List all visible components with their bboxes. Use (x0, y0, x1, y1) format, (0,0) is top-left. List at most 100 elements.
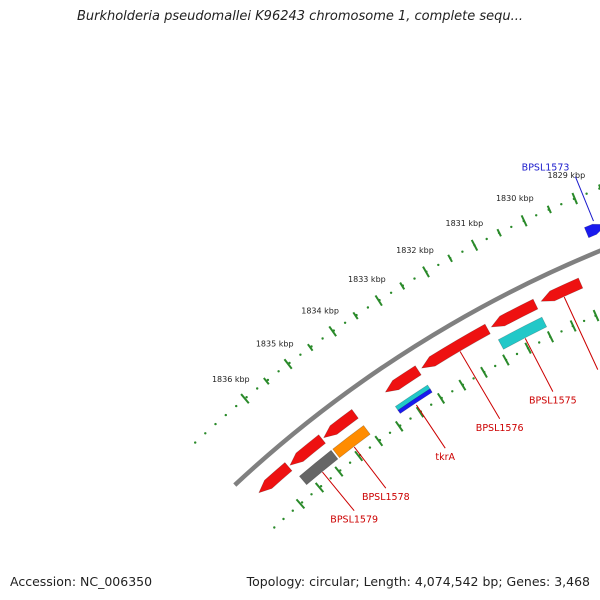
gene-label-leader (524, 338, 554, 392)
inner-track-tick (374, 435, 384, 447)
inner-track-dot (582, 319, 586, 323)
gene-bpsl1579-band[interactable] (298, 449, 339, 486)
inner-track-dot (329, 477, 332, 480)
scale-tick-label: 1831 kbp (445, 219, 483, 228)
scale-minor-tick (352, 311, 359, 320)
gene-label-leader (574, 176, 594, 222)
outer-track-dot (235, 404, 238, 408)
outer-track-dot (437, 263, 440, 267)
scale-tick (470, 239, 479, 252)
outer-track-dot (366, 306, 370, 309)
inner-track-dot (273, 526, 276, 529)
scale-tick-label: 1833 kbp (348, 275, 386, 284)
gene-tkra-arrow[interactable] (384, 365, 422, 393)
scale-tick-label: 1830 kbp (496, 194, 534, 203)
scale-tick-label: 1836 kbp (212, 375, 250, 384)
gene-label-tkra: tkrA (435, 452, 455, 463)
scale-minor-tick (598, 184, 600, 190)
scale-tick (571, 192, 578, 205)
scale-tick (422, 266, 430, 278)
inner-track-dot (348, 461, 352, 464)
outer-track-dot (321, 337, 324, 340)
gene-bpsl1579-arrow[interactable] (289, 434, 326, 466)
inner-track-dot (388, 431, 392, 434)
scale-tick (283, 358, 293, 370)
inner-track-dot (472, 377, 475, 380)
gene-labels: BPSL1571BPSL1573BPSL1572BPSL1574BPSL1575… (322, 163, 599, 526)
outer-track-dot (299, 353, 302, 356)
gene-label-leader (322, 471, 355, 512)
gene-bpsl1575-band[interactable] (497, 316, 548, 350)
inner-track-tick (314, 482, 325, 493)
outer-track-dot (204, 432, 207, 435)
inner-track-dot (282, 517, 285, 521)
gene-bpsl1573-arrow[interactable] (584, 223, 600, 239)
outer-track-dot (560, 203, 563, 206)
outer-track-dot (266, 378, 270, 382)
inner-track-tick (295, 498, 306, 510)
gene-label-bpsl1576: BPSL1576 (476, 423, 524, 434)
inner-track-tick (436, 392, 446, 405)
scale-ticks: 1836 kbp 1835 kbp 1834 kbp 1833 kbp 1832 kbp… (212, 151, 600, 510)
outer-track-dot (485, 237, 488, 241)
outer-track-dot (343, 321, 347, 324)
gene-features[interactable] (258, 174, 600, 494)
outer-track-dot (413, 277, 416, 280)
outer-track-dot (585, 192, 588, 195)
outer-track-dot (194, 441, 197, 444)
inner-track-dot (319, 485, 323, 488)
inner-track-tick (592, 309, 600, 322)
inner-track-tick (502, 354, 510, 366)
gene-label-leader (415, 404, 446, 449)
inner-track-tick (569, 320, 577, 332)
gene-bpsl1576-arrow[interactable] (421, 323, 491, 369)
scale-tick (328, 325, 337, 337)
inner-track-tick (480, 366, 488, 379)
inner-track-dot (538, 341, 541, 344)
scale-tick (240, 393, 250, 404)
inner-track-tick (334, 466, 344, 477)
scale-tick-label: 1829 kbp (547, 171, 585, 180)
outer-track-dot (256, 387, 259, 390)
inner-track-dot (409, 417, 412, 420)
scale-minor-tick (263, 377, 270, 385)
inner-track-tick (458, 379, 467, 391)
inner-track-tick (415, 406, 425, 418)
inner-track-dot (291, 509, 294, 512)
inner-track-tick (394, 420, 404, 432)
inner-track-tick (546, 330, 555, 343)
scale-tick (374, 294, 383, 307)
scale-minor-tick (496, 228, 502, 237)
gene-bpsl1575-arrow[interactable] (490, 298, 539, 328)
map-title: Burkholderia pseudomallei K96243 chromos… (76, 9, 524, 24)
inner-track-dot (451, 390, 454, 393)
gene-bpsl1578-band[interactable] (332, 425, 371, 459)
scale-minor-tick (447, 254, 453, 263)
outer-track-dot (277, 370, 280, 373)
outer-track-dot (535, 214, 538, 217)
gene-label-bpsl1573: BPSL1573 (522, 163, 570, 174)
inner-track-dot (515, 352, 519, 356)
outer-track-dot (510, 225, 513, 229)
gene-bpsl1578-arrow[interactable] (323, 408, 359, 439)
gene-edge-arrow[interactable] (258, 462, 293, 494)
gene-tkra-band-blue[interactable] (397, 388, 433, 414)
genome-summary-text: Topology: circular; Length: 4,074,542 bp… (246, 574, 590, 589)
outer-track-dot (245, 396, 248, 399)
scale-tick (520, 214, 528, 227)
gene-label-leader (353, 446, 387, 489)
inner-track-tick (524, 342, 532, 354)
inner-track-dot (560, 330, 563, 333)
inner-track-dot (310, 493, 313, 496)
inner-track-dot (300, 501, 304, 504)
outer-track-dot (389, 291, 393, 294)
accession-text: Accession: NC_006350 (10, 574, 153, 589)
scale-tick-label: 1832 kbp (396, 246, 434, 255)
inner-track-tick (354, 450, 364, 462)
gene-label-bpsl1575: BPSL1575 (529, 396, 577, 407)
gene-bpsl1574-arrow[interactable] (540, 277, 584, 302)
inner-track-dot (368, 446, 372, 449)
outer-track-dot (214, 422, 217, 426)
gene-label-bpsl1578: BPSL1578 (362, 492, 410, 503)
